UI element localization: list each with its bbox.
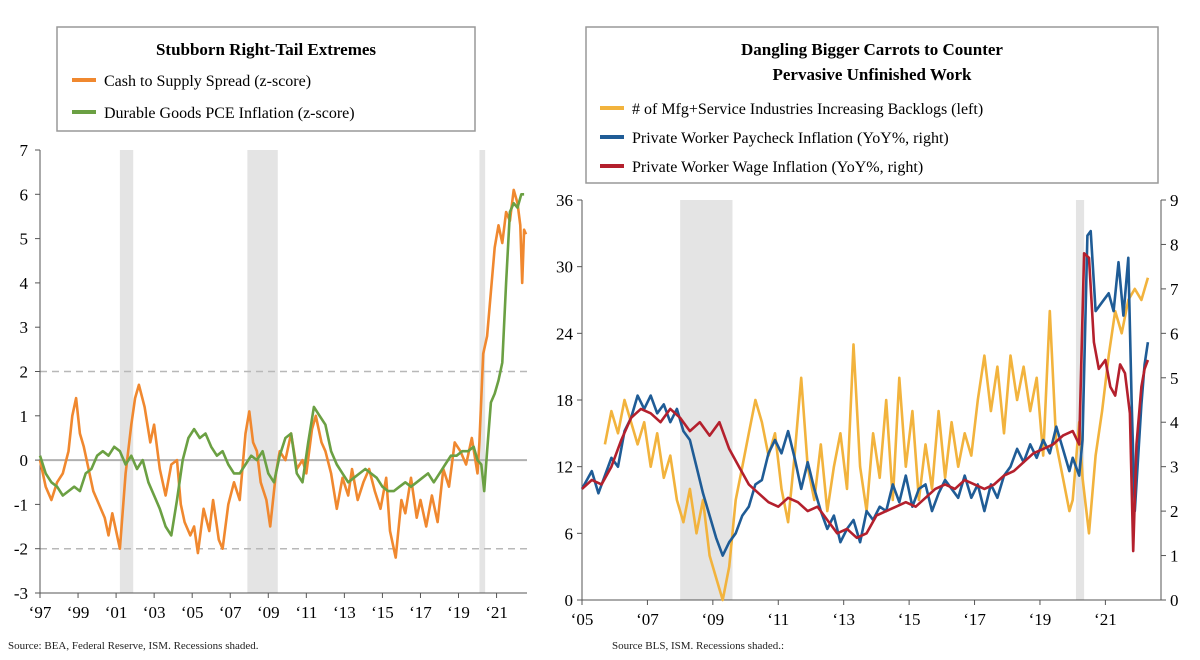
left-legend-label-cash: Cash to Supply Spread (z-score)	[104, 73, 311, 90]
left-axes	[35, 149, 527, 598]
right-legend-frame	[585, 26, 1159, 184]
left-x-tick-label: ‘07	[219, 603, 242, 622]
right-series-line-0	[603, 277, 1150, 602]
right-x-tick-label: ‘05	[571, 610, 594, 629]
right-x-tick-label: ‘11	[767, 610, 789, 629]
right-legend-label-backlogs: # of Mfg+Service Industries Increasing B…	[632, 101, 983, 118]
right-chart-title-line-2: Pervasive Unfinished Work	[773, 65, 973, 84]
left-y-tick-label: -3	[14, 584, 28, 603]
right-legend-label-paycheck: Private Worker Paycheck Inflation (YoY%,…	[632, 130, 949, 147]
left-tick-labels: -3 -2 -1 0 1 2 3 4 5 6 7 ‘97 ‘99 ‘01 ‘03 ‘05 ‘07 ‘09 ‘11 ‘1…	[14, 141, 508, 622]
right-left-y-tick-label: 24	[556, 324, 574, 343]
left-x-tick-label: ‘17	[409, 603, 432, 622]
left-x-tick-label: ‘97	[29, 603, 52, 622]
left-y-tick-label: 3	[20, 318, 29, 337]
left-series-lines	[38, 188, 528, 559]
right-axes	[577, 199, 1166, 605]
left-chart: -3 -2 -1 0 1 2 3 4 5 6 7 ‘97 ‘99 ‘01 ‘03 ‘05 ‘07 ‘09 ‘11 ‘1…	[14, 26, 528, 622]
right-left-y-tick-label: 30	[556, 258, 573, 277]
left-x-tick-label: ‘15	[371, 603, 394, 622]
right-right-y-tick-label: 4	[1170, 413, 1179, 432]
right-right-y-tick-label: 2	[1170, 502, 1179, 521]
left-y-tick-label: 5	[20, 230, 29, 249]
left-legend-label-durable: Durable Goods PCE Inflation (z-score)	[104, 105, 355, 122]
right-right-y-tick-label: 7	[1170, 280, 1179, 299]
left-y-tick-label: 1	[20, 407, 29, 426]
left-series-line-0	[38, 188, 528, 559]
left-y-tick-label: -2	[14, 540, 28, 559]
left-y-tick-label: 0	[20, 451, 29, 470]
right-right-y-tick-label: 9	[1170, 191, 1179, 210]
right-right-y-tick-label: 6	[1170, 324, 1179, 343]
left-x-tick-label: ‘11	[295, 603, 317, 622]
right-legend-box: Dangling Bigger Carrots to Counter Perva…	[585, 26, 1159, 184]
left-legend-frame	[56, 26, 476, 132]
left-x-tick-label: ‘19	[447, 603, 470, 622]
right-left-y-tick-label: 6	[565, 524, 574, 543]
left-legend-box: Stubborn Right-Tail Extremes Cash to Sup…	[56, 26, 476, 132]
right-left-y-tick-label: 0	[565, 591, 574, 610]
right-series-lines	[580, 229, 1150, 602]
right-right-y-tick-label: 8	[1170, 235, 1179, 254]
right-right-y-tick-label: 5	[1170, 369, 1179, 388]
right-right-y-tick-label: 3	[1170, 458, 1179, 477]
right-right-y-tick-label: 0	[1170, 591, 1179, 610]
left-y-tick-label: 7	[20, 141, 29, 160]
right-x-tick-label: ‘07	[636, 610, 659, 629]
right-source-note: Source BLS, ISM. Recessions shaded.:	[612, 640, 785, 652]
right-legend-label-wage: Private Worker Wage Inflation (YoY%, rig…	[632, 159, 923, 176]
right-x-tick-label: ‘17	[963, 610, 986, 629]
left-series-line-1	[38, 193, 525, 537]
right-left-y-tick-label: 36	[556, 191, 573, 210]
left-x-tick-label: ‘01	[105, 603, 128, 622]
right-recession-band-0	[680, 200, 733, 600]
right-x-tick-label: ‘19	[1029, 610, 1052, 629]
left-x-tick-label: ‘21	[485, 603, 508, 622]
left-reference-lines	[40, 370, 527, 550]
left-x-tick-label: ‘13	[333, 603, 356, 622]
right-right-y-tick-label: 1	[1170, 547, 1179, 566]
right-chart-title-line-1: Dangling Bigger Carrots to Counter	[741, 40, 1003, 59]
right-x-tick-label: ‘13	[832, 610, 855, 629]
left-y-tick-label: 6	[20, 185, 29, 204]
right-series-line-2	[581, 252, 1150, 553]
left-y-tick-label: 2	[20, 363, 29, 382]
left-y-tick-label: 4	[20, 274, 29, 293]
left-x-tick-label: ‘03	[143, 603, 166, 622]
left-x-tick-label: ‘99	[67, 603, 90, 622]
right-left-y-tick-label: 12	[556, 458, 573, 477]
right-left-y-tick-label: 18	[556, 391, 573, 410]
left-chart-title: Stubborn Right-Tail Extremes	[156, 40, 376, 59]
right-x-tick-label: ‘21	[1094, 610, 1117, 629]
left-x-tick-label: ‘05	[181, 603, 204, 622]
right-recession-bands	[680, 200, 1085, 600]
right-x-tick-label: ‘15	[898, 610, 921, 629]
left-source-note: Source: BEA, Federal Reserve, ISM. Reces…	[8, 640, 259, 652]
left-x-tick-label: ‘09	[257, 603, 280, 622]
left-y-tick-label: -1	[14, 495, 28, 514]
right-x-tick-label: ‘09	[702, 610, 725, 629]
